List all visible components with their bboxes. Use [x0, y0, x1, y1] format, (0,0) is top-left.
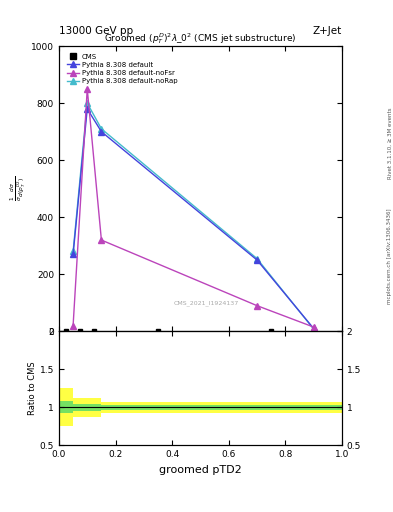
- X-axis label: groomed pTD2: groomed pTD2: [159, 465, 242, 475]
- Text: CMS_2021_I1924137: CMS_2021_I1924137: [173, 300, 239, 306]
- Text: mcplots.cern.ch [arXiv:1306.3436]: mcplots.cern.ch [arXiv:1306.3436]: [387, 208, 392, 304]
- Title: Groomed $(p_T^D)^2\lambda\_0^2$ (CMS jet substructure): Groomed $(p_T^D)^2\lambda\_0^2$ (CMS jet…: [104, 31, 297, 46]
- Y-axis label: Ratio to CMS: Ratio to CMS: [28, 361, 37, 415]
- Text: Z+Jet: Z+Jet: [313, 26, 342, 36]
- Text: Rivet 3.1.10, ≥ 3M events: Rivet 3.1.10, ≥ 3M events: [387, 108, 392, 179]
- Text: 13000 GeV pp: 13000 GeV pp: [59, 26, 133, 36]
- Y-axis label: $\frac{1}{\sigma}\frac{d\sigma}{d(p_{T}^{D2})}$: $\frac{1}{\sigma}\frac{d\sigma}{d(p_{T}^…: [9, 176, 28, 201]
- Legend: CMS, Pythia 8.308 default, Pythia 8.308 default-noFsr, Pythia 8.308 default-noRa: CMS, Pythia 8.308 default, Pythia 8.308 …: [65, 52, 179, 86]
